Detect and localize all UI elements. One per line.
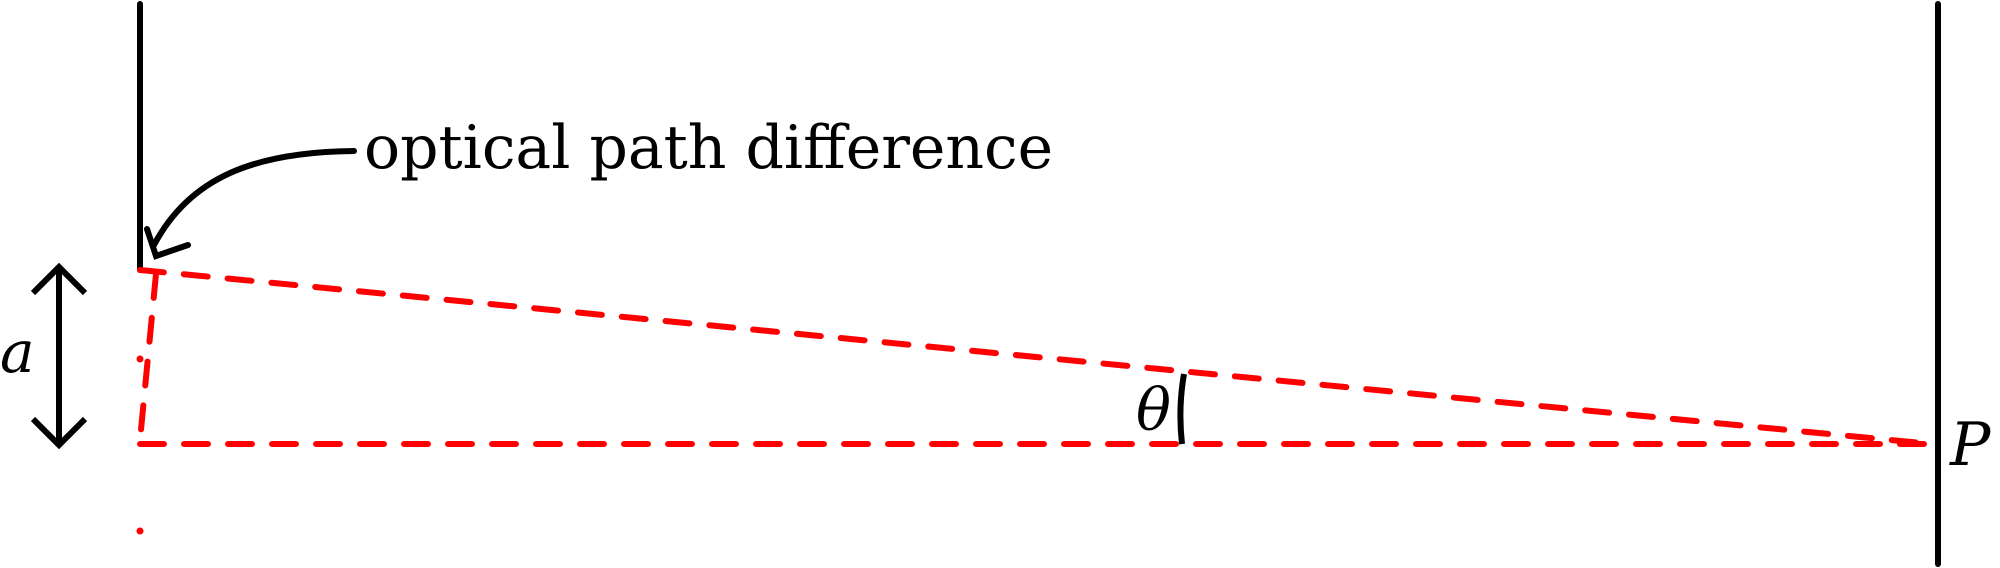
point-p-label: P: [1949, 410, 1992, 480]
angle-label: θ: [1136, 376, 1171, 444]
slit-spacing-arrow: [30, 262, 88, 450]
slit-dot-lower: [136, 527, 144, 535]
slit-spacing-label: a: [0, 318, 35, 386]
annotation-label: optical path difference: [364, 113, 1053, 183]
annotation-arrow: [144, 148, 357, 260]
path-difference-segment: [137, 271, 159, 443]
upper-ray: [137, 267, 1935, 447]
angle-arc: [1177, 373, 1187, 445]
slit-dot-upper: [136, 355, 144, 363]
